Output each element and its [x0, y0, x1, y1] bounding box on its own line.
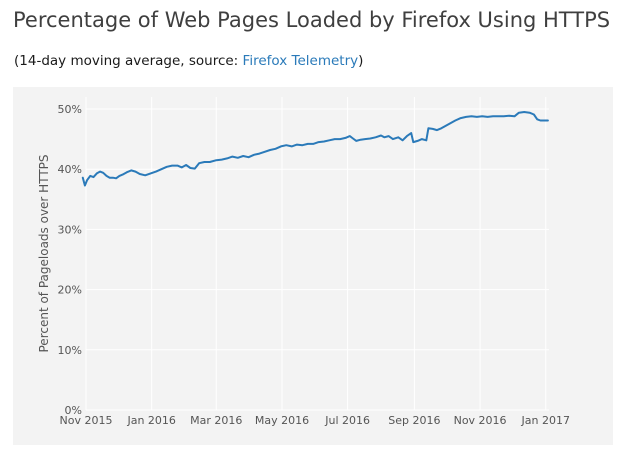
subtitle-suffix: )	[358, 53, 364, 69]
firefox-telemetry-link[interactable]: Firefox Telemetry	[242, 53, 359, 69]
y-tick-label: 20%	[58, 284, 82, 297]
y-tick-label: 0%	[65, 404, 82, 417]
y-tick-label: 40%	[58, 163, 82, 176]
x-tick-label: Jan 2016	[126, 414, 175, 427]
chart-card: 0% 10% 20% 30% 40% 50% Nov 2015 Jan 2016 Mar 201…	[13, 87, 613, 445]
x-tick-label: May 2016	[255, 414, 309, 427]
subtitle: (14-day moving average, source: Firefox …	[14, 53, 363, 69]
series-line-0	[81, 111, 549, 187]
x-tick-label: Mar 2016	[190, 414, 242, 427]
y-tick-label: 50%	[58, 103, 82, 116]
x-tick-label: Sep 2016	[388, 414, 440, 427]
plot-area	[86, 97, 549, 410]
x-tick-label: Nov 2016	[454, 414, 507, 427]
x-tick-label: Jan 2017	[521, 414, 570, 427]
https-line-chart: 0% 10% 20% 30% 40% 50% Nov 2015 Jan 2016 Mar 201…	[37, 97, 570, 427]
page-title: Percentage of Web Pages Loaded by Firefo…	[13, 8, 611, 32]
subtitle-prefix: (14-day moving average, source:	[14, 53, 243, 69]
x-tick-label: Nov 2015	[60, 414, 113, 427]
y-tick-label: 30%	[58, 223, 82, 236]
y-axis-title: Percent of Pageloads over HTTPS	[37, 154, 51, 352]
x-tick-label: Jul 2016	[324, 414, 370, 427]
y-tick-label: 10%	[58, 344, 82, 357]
